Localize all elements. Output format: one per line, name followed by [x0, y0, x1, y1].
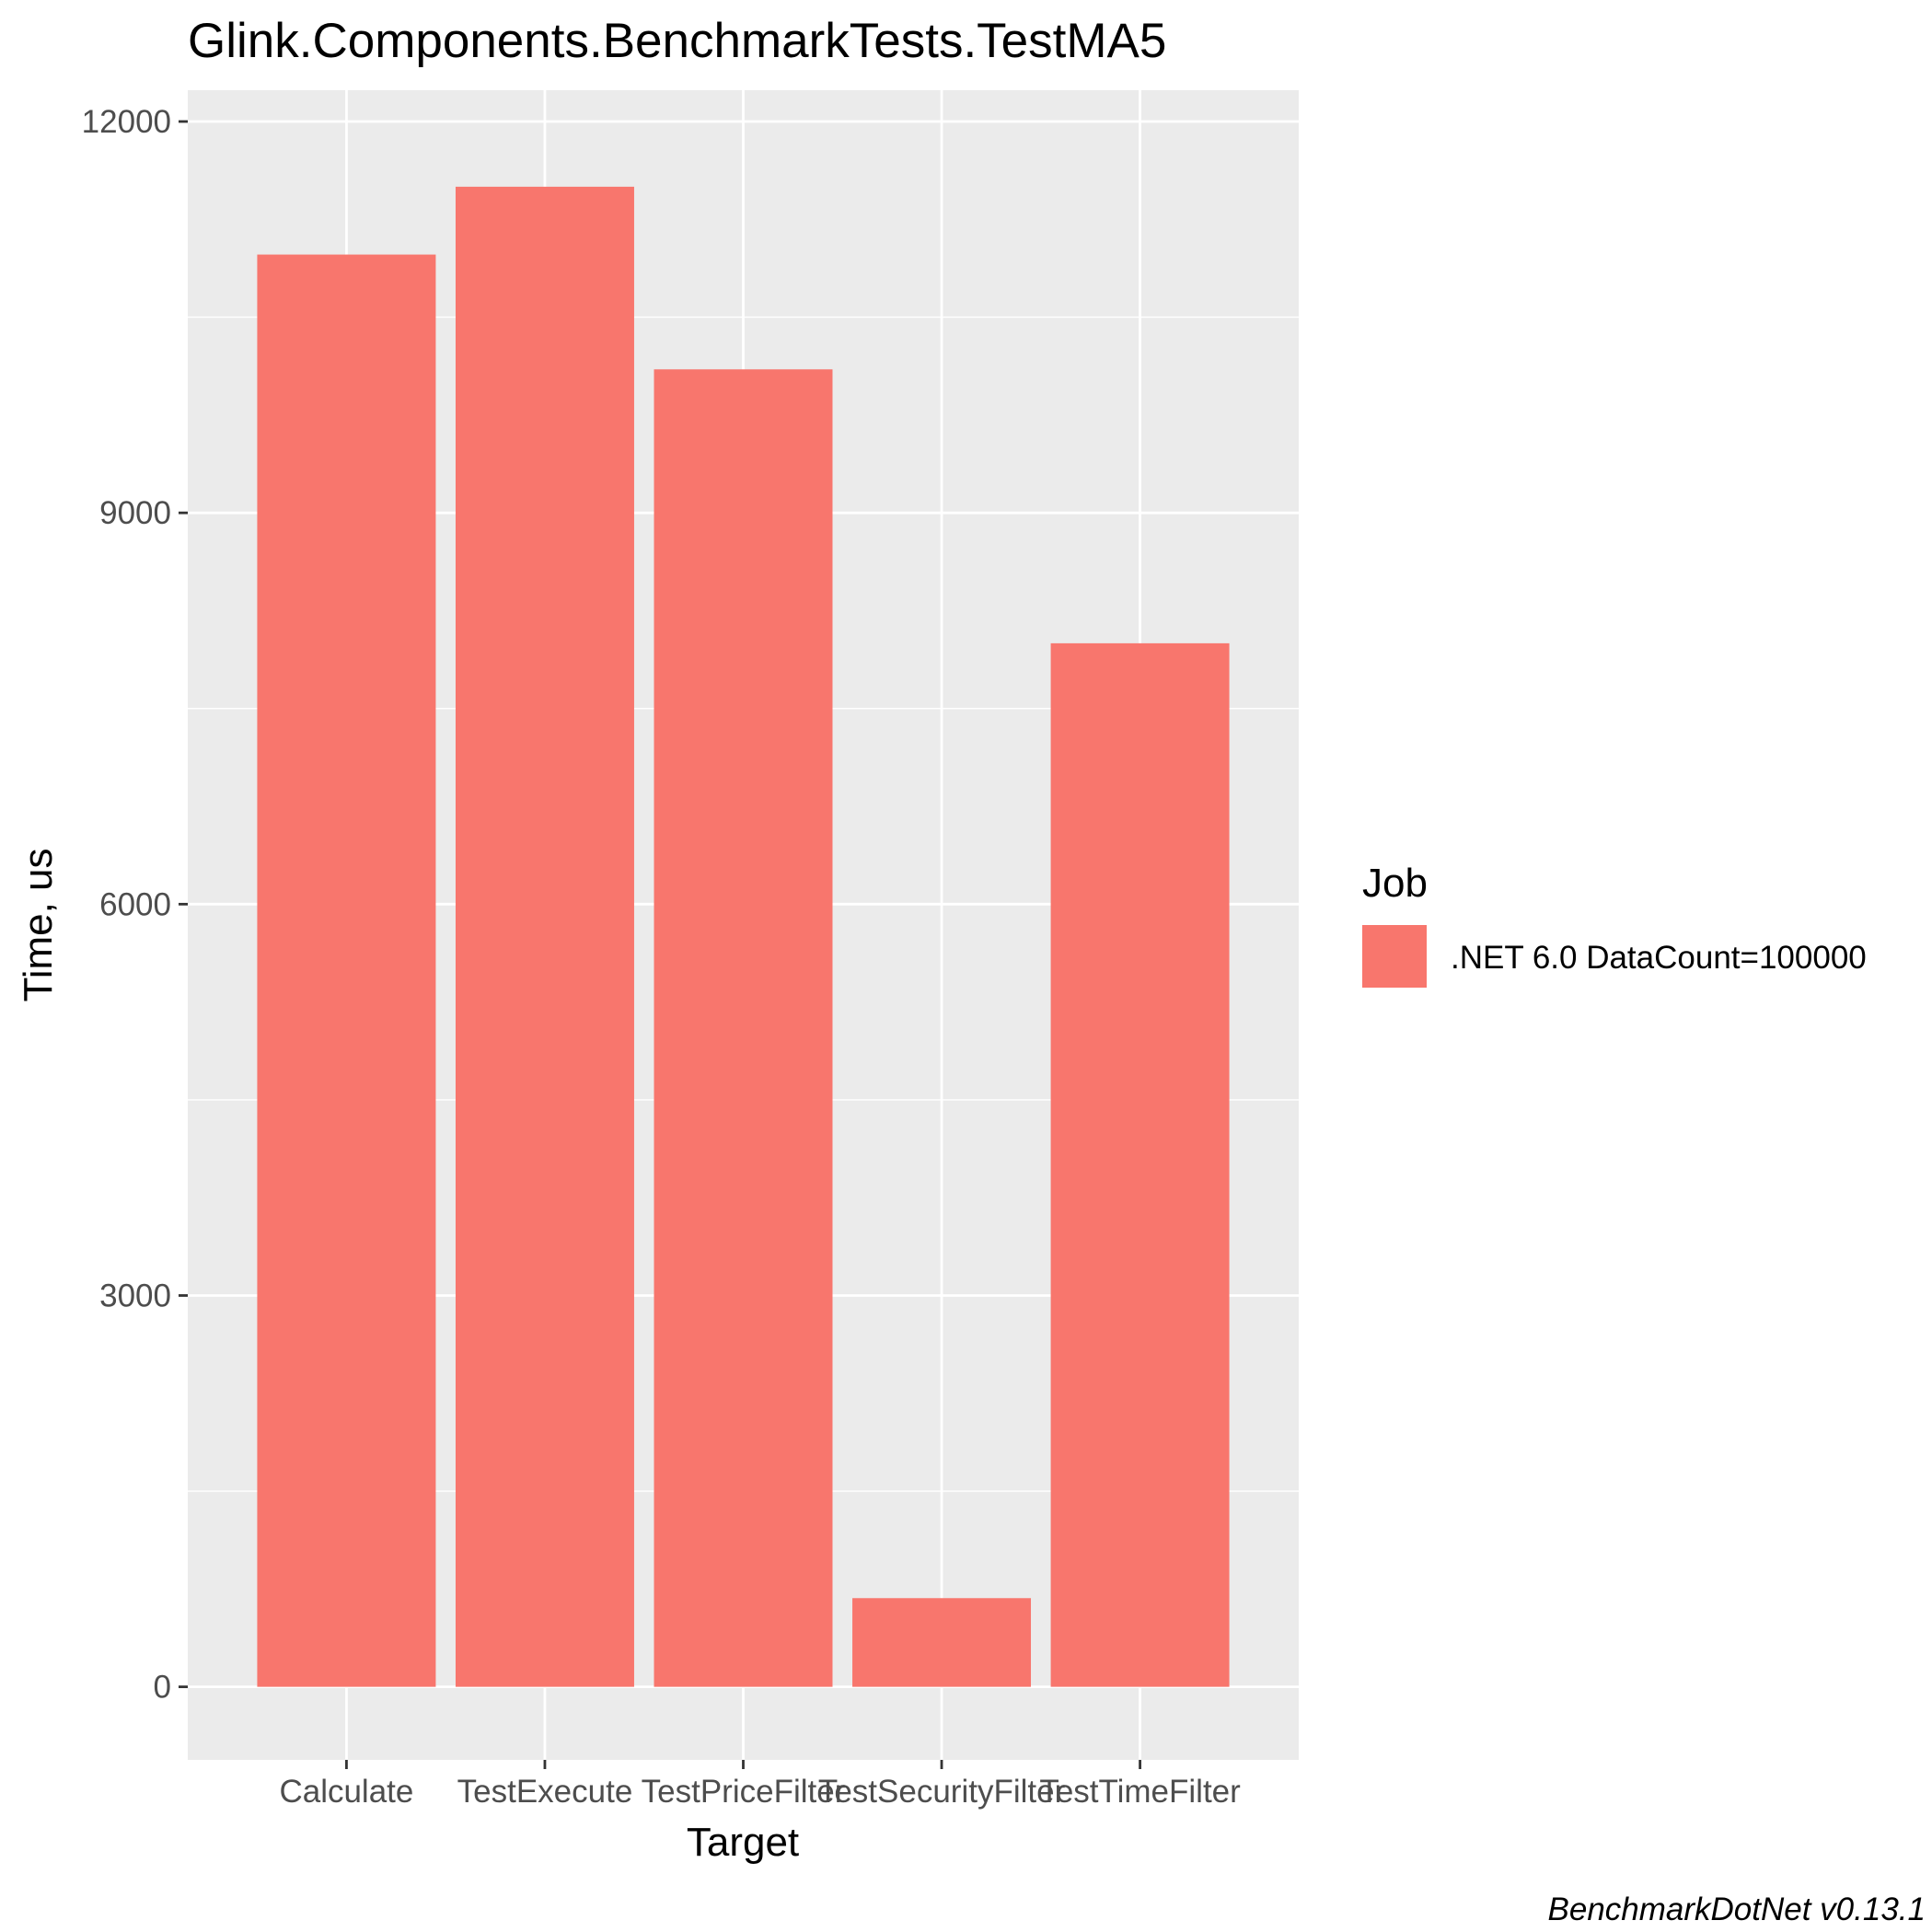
y-tick-label: 3000 [99, 1278, 171, 1313]
bar-Calculate [257, 254, 436, 1687]
bar-TestExecute [455, 186, 634, 1687]
x-tick-label: Calculate [279, 1774, 413, 1810]
y-tick-label: 6000 [99, 886, 171, 922]
x-tick-label: TestTimeFilter [1039, 1774, 1241, 1810]
chart-title: Glink.Components.BenchmarkTests.TestMA5 [188, 14, 1166, 68]
caption: BenchmarkDotNet v0.13.1 [1548, 1892, 1926, 1927]
y-axis-title: Time, us [16, 848, 61, 1001]
x-axis: Calculate TestExecute TestPriceFilterTestS… [279, 1760, 1241, 1810]
x-tick-label: TestExecute [457, 1774, 633, 1810]
bar-TestSecurityFilter [852, 1598, 1032, 1687]
x-tick-label: TestSecurityFilter [818, 1774, 1066, 1810]
legend-key-swatch [1362, 925, 1427, 988]
y-tick-label: 0 [154, 1670, 171, 1706]
x-tick-label: TestPriceFilter [642, 1774, 846, 1810]
y-axis: 0 3000 6000 9000 12000 [82, 104, 188, 1706]
bar-TestPriceFilter [654, 369, 833, 1687]
y-tick-label: 9000 [99, 495, 171, 531]
legend-item-label: .NET 6.0 DataCount=100000 [1451, 940, 1867, 976]
bar-TestTimeFilter [1050, 642, 1230, 1687]
x-axis-title: Target [687, 1820, 799, 1865]
legend-title: Job [1362, 861, 1428, 906]
bars [257, 186, 1230, 1687]
y-tick-label: 12000 [82, 104, 171, 140]
legend: Job .NET 6.0 DataCount=100000 [1362, 861, 1867, 988]
